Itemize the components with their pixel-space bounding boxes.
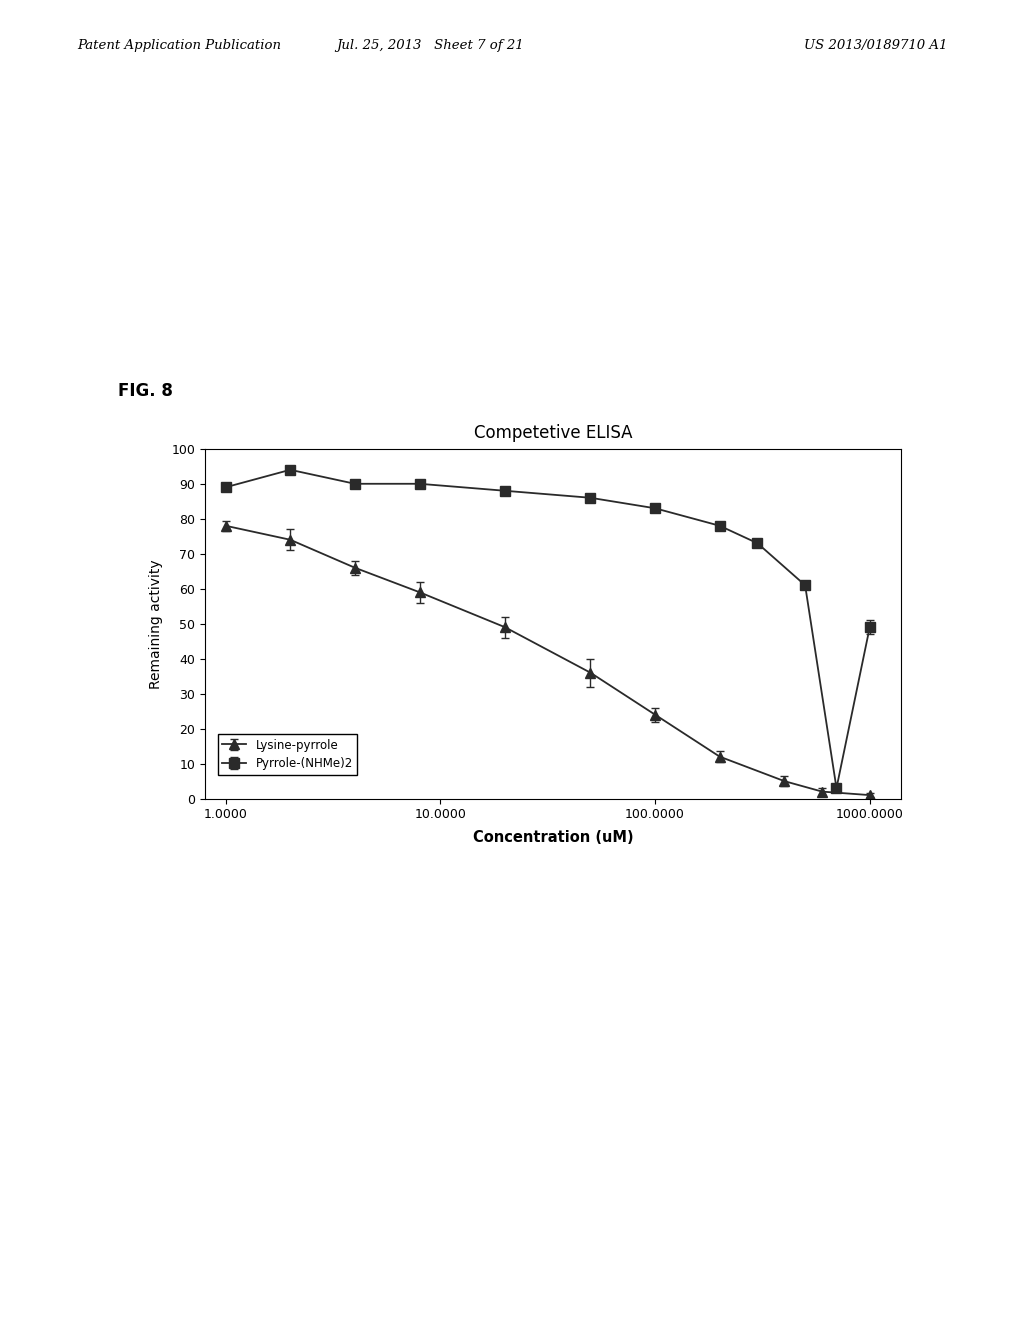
Legend: Lysine-pyrrole, Pyrrole-(NHMe)2: Lysine-pyrrole, Pyrrole-(NHMe)2 bbox=[218, 734, 357, 775]
Text: Patent Application Publication: Patent Application Publication bbox=[77, 38, 281, 51]
Title: Competetive ELISA: Competetive ELISA bbox=[474, 424, 632, 442]
Text: FIG. 8: FIG. 8 bbox=[118, 381, 173, 400]
X-axis label: Concentration (uM): Concentration (uM) bbox=[473, 830, 633, 845]
Text: Jul. 25, 2013   Sheet 7 of 21: Jul. 25, 2013 Sheet 7 of 21 bbox=[336, 38, 524, 51]
Y-axis label: Remaining activity: Remaining activity bbox=[148, 558, 163, 689]
Text: US 2013/0189710 A1: US 2013/0189710 A1 bbox=[804, 38, 947, 51]
